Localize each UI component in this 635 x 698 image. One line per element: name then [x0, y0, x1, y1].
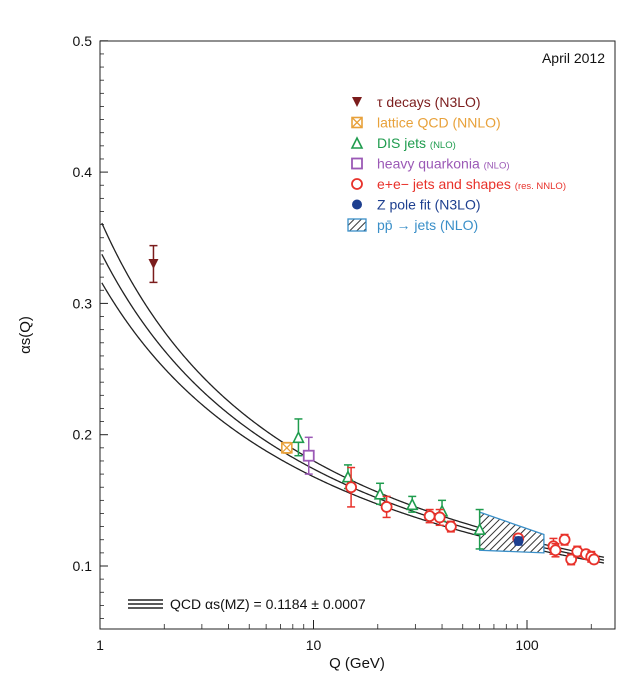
data-point [292, 418, 305, 457]
point-marker [302, 449, 315, 462]
point-marker [405, 497, 419, 511]
point-marker [513, 536, 524, 547]
legend-series-name: heavy quarkonia [377, 156, 484, 172]
legend-marker [351, 116, 363, 129]
legend-series-order: (NLO) [484, 161, 510, 172]
legend-series-name: lattice QCD [377, 115, 452, 131]
y-tick-label: 0.3 [73, 295, 93, 311]
legend-entry: pp̄ → jets (NLO) [347, 217, 478, 233]
data-point [513, 536, 524, 547]
curve-legend-label: QCD αs(MZ) = 0.1184 ± 0.0007 [170, 596, 366, 612]
data-point [380, 495, 393, 519]
legend-series-order: (NLO) [440, 217, 478, 233]
point-marker [558, 533, 571, 546]
y-tick-label: 0.1 [73, 558, 93, 574]
point-marker [444, 520, 457, 533]
legend-series-name: DIS jets [377, 135, 430, 151]
curve-legend: QCD αs(MZ) = 0.1184 ± 0.0007 [128, 596, 366, 612]
x-tick-label: 1 [96, 637, 104, 653]
legend-label: τ decays (N3LO) [377, 94, 481, 110]
y-tick-label: 0.5 [73, 33, 93, 49]
data-point [433, 508, 446, 527]
data-point [549, 542, 562, 558]
point-marker [588, 553, 600, 566]
legend-marker [352, 199, 362, 210]
legend-series-order: (NLO) [430, 140, 456, 151]
data-point [588, 553, 600, 566]
y-axis-title: αs(Q) [17, 316, 34, 354]
legend-series-order: (N3LO) [435, 94, 481, 110]
legend-label: e+e− jets and shapes (res. NNLO) [377, 176, 566, 192]
legend-series-order: (res. NNLO) [515, 181, 566, 192]
legend: τ decays (N3LO) lattice QCD (NNLO) DIS jet… [347, 94, 566, 233]
legend-series-name: Z pole fit [377, 197, 435, 213]
legend-series-order: (NNLO) [452, 115, 500, 131]
data-point [373, 482, 387, 506]
legend-entry: e+e− jets and shapes (res. NNLO) [351, 176, 566, 192]
legend-entry: Z pole fit (N3LO) [352, 197, 481, 213]
point-marker [373, 486, 387, 500]
point-marker [473, 522, 486, 536]
legend-entry: lattice QCD (NNLO) [351, 115, 501, 131]
legend-label: heavy quarkonia (NLO) [377, 156, 510, 172]
legend-label: pp̄ → jets (NLO) [377, 217, 478, 233]
y-tick-label: 0.4 [73, 164, 93, 180]
legend-marker [351, 157, 363, 170]
data-point [302, 436, 315, 475]
legend-series-name: τ decays [377, 94, 435, 110]
data-point [345, 466, 357, 508]
legend-marker [352, 97, 362, 107]
legend-entry: DIS jets (NLO) [350, 135, 456, 151]
data-point [423, 508, 436, 524]
legend-label: lattice QCD (NNLO) [377, 115, 501, 131]
legend-label: DIS jets (NLO) [377, 135, 456, 151]
point-marker [380, 501, 393, 513]
data-points [148, 244, 600, 566]
data-point [281, 441, 293, 454]
x-tick-label: 10 [306, 637, 322, 653]
point-marker [148, 259, 159, 270]
legend-series-name: e+e− jets and shapes [377, 176, 515, 192]
data-point [558, 533, 571, 546]
axis-ticks: 0.1 0.2 0.3 0.4 0.5 1 10 100 [73, 33, 592, 653]
legend-entry: heavy quarkonia (NLO) [351, 156, 510, 172]
x-tick-label: 100 [515, 637, 539, 653]
point-marker [549, 544, 562, 557]
legend-series-name: pp̄ → jets [377, 217, 440, 233]
data-point [473, 508, 486, 550]
data-point [444, 520, 457, 533]
legend-marker [347, 218, 367, 232]
data-point [148, 244, 159, 284]
point-marker [433, 511, 446, 524]
data-point [405, 495, 419, 513]
y-tick-label: 0.2 [73, 427, 93, 443]
legend-marker [350, 136, 364, 149]
legend-series-order: (N3LO) [435, 197, 481, 213]
point-marker [345, 481, 357, 494]
date-annotation: April 2012 [542, 50, 605, 66]
legend-entry: τ decays (N3LO) [352, 94, 481, 110]
legend-marker [351, 178, 363, 190]
point-marker [281, 442, 293, 454]
legend-label: Z pole fit (N3LO) [377, 197, 481, 213]
x-axis-title: Q (GeV) [329, 655, 385, 672]
point-marker [292, 430, 305, 444]
point-marker [423, 510, 436, 523]
